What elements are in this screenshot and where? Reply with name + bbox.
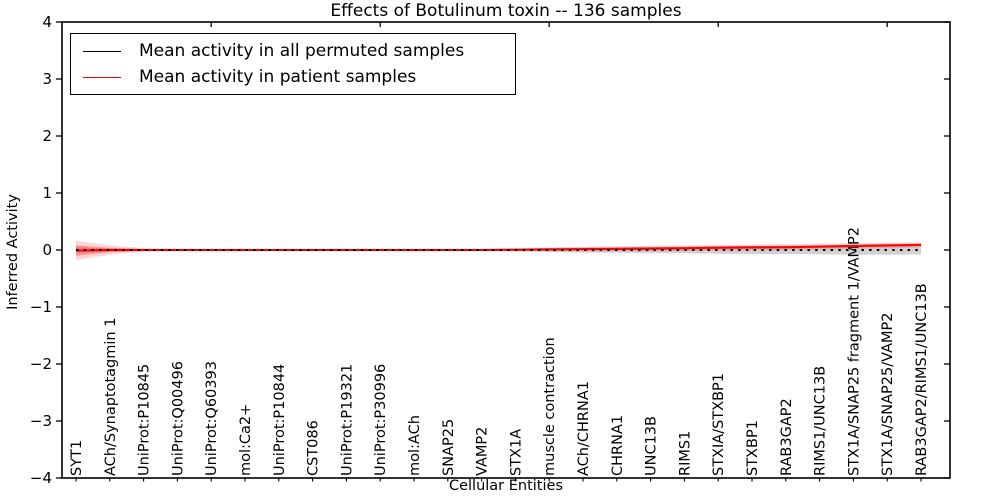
x-tick-label: CHRNA1 xyxy=(610,415,626,476)
x-tick-label: RIMS1/UNC13B xyxy=(813,366,829,476)
y-tick-label: 2 xyxy=(42,127,52,145)
legend-item-permuted: Mean activity in all permuted samples xyxy=(71,38,515,64)
x-tick-label: STXIA/STXBP1 xyxy=(711,373,727,476)
x-tick-label: STX1A/SNAP25/VAMP2 xyxy=(880,313,896,476)
x-tick-label: UniProt:Q60393 xyxy=(204,361,220,476)
legend-line-permuted-icon xyxy=(83,50,121,52)
x-tick-label: RAB3GAP2/RIMS1/UNC13B xyxy=(914,283,930,476)
y-tick-label: −4 xyxy=(30,469,52,487)
x-tick-label: mol:Ca2+ xyxy=(238,404,254,476)
x-tick-label: UniProt:Q00496 xyxy=(170,361,186,476)
x-tick-label: ACh/CHRNA1 xyxy=(576,381,592,476)
x-tick-label: UniProt:P30996 xyxy=(373,364,389,476)
x-tick-label: muscle contraction xyxy=(542,337,558,476)
y-tick-label: 3 xyxy=(42,70,52,88)
x-tick-label: UniProt:P19321 xyxy=(339,364,355,476)
y-tick-label: 1 xyxy=(42,184,52,202)
y-tick-label: −1 xyxy=(30,298,52,316)
x-tick-label: UniProt:P10844 xyxy=(272,364,288,476)
legend-item-patient: Mean activity in patient samples xyxy=(71,64,515,90)
legend: Mean activity in all permuted samples Me… xyxy=(70,33,516,95)
x-tick-label: UniProt:P10845 xyxy=(137,364,153,476)
x-tick-labels: SYT1 ACh/Synaptotagmin 1 UniProt:P10845 Uni… xyxy=(69,227,930,476)
y-tick-label: −3 xyxy=(30,412,52,430)
x-tick-label: SYT1 xyxy=(69,440,85,476)
x-tick-label: CST086 xyxy=(306,420,322,476)
x-tick-label: mol:ACh xyxy=(407,415,423,476)
legend-label-patient: Mean activity in patient samples xyxy=(139,67,417,87)
legend-line-patient-icon xyxy=(83,76,121,78)
y-tick-label: 0 xyxy=(42,241,52,259)
x-tick-label: UNC13B xyxy=(644,416,660,476)
x-tick-label: RAB3GAP2 xyxy=(779,398,795,476)
y-tick-label: 4 xyxy=(42,13,52,31)
x-tick-label: STX1A/SNAP25 fragment 1/VAMP2 xyxy=(846,227,862,476)
x-tick-label: STX1A xyxy=(508,429,524,476)
x-tick-label: ACh/Synaptotagmin 1 xyxy=(103,318,119,476)
legend-label-permuted: Mean activity in all permuted samples xyxy=(139,41,465,61)
y-tick-label: −2 xyxy=(30,355,52,373)
y-axis-ticks: 4 3 2 1 0 −1 −2 −3 −4 xyxy=(30,13,950,487)
x-tick-label: RIMS1 xyxy=(677,431,693,476)
x-tick-label: SNAP25 xyxy=(441,419,457,476)
x-tick-label: VAMP2 xyxy=(475,427,491,476)
x-axis-label: Cellular Entities xyxy=(448,478,564,494)
x-tick-label: STXBP1 xyxy=(745,420,761,476)
chart-title: Effects of Botulinum toxin -- 136 sample… xyxy=(330,1,682,21)
y-axis-label: Inferred Activity xyxy=(5,194,21,310)
x-axis-ticks xyxy=(75,22,922,482)
